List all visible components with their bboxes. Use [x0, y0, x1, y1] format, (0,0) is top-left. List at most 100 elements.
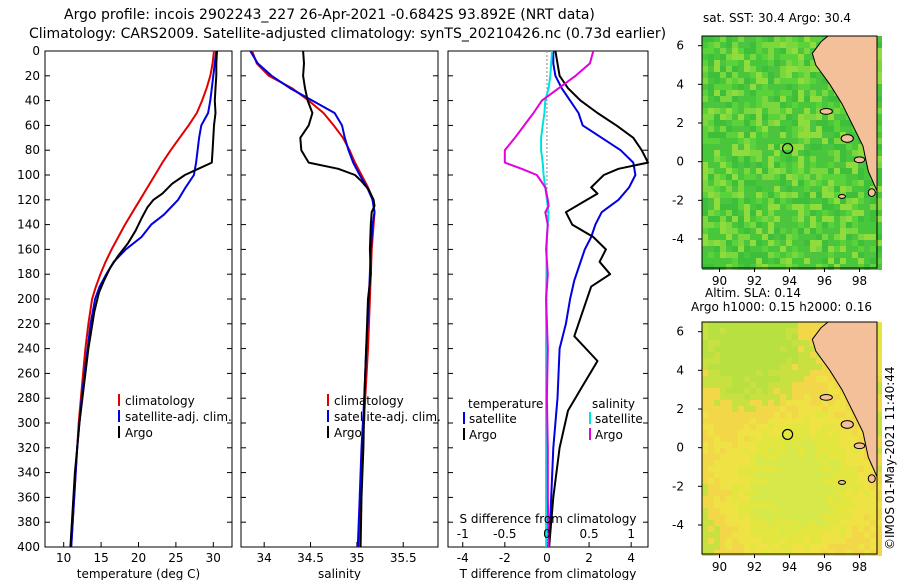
sla-map-cell	[780, 484, 786, 490]
sla-map-cell	[744, 460, 750, 466]
sla-map-cell	[732, 400, 738, 406]
sla-map-cell	[780, 454, 786, 460]
sst-map-cell	[756, 264, 762, 270]
sla-map-cell	[822, 538, 828, 544]
sla-map-cell	[810, 466, 816, 472]
sla-map-cell	[768, 448, 774, 454]
sst-map-cell	[750, 234, 756, 240]
sla-map-cell	[750, 508, 756, 514]
sst-map-cell	[714, 192, 720, 198]
sst-map-cell	[726, 60, 732, 66]
sst-map-cell	[750, 84, 756, 90]
sla-map-cell	[810, 358, 816, 364]
sla-map-cell	[744, 376, 750, 382]
sst-map-cell	[810, 150, 816, 156]
sst-map-cell	[702, 54, 708, 60]
sla-map-cell	[786, 466, 792, 472]
sst-map-cell	[816, 258, 822, 264]
sst-map-cell	[858, 150, 864, 156]
sst-map-cell	[834, 258, 840, 264]
sst-map-cell	[786, 252, 792, 258]
sst-map-cell	[756, 36, 762, 42]
sst-map-cell	[756, 150, 762, 156]
sla-map-cell	[876, 514, 882, 520]
sla-map-cell	[762, 520, 768, 526]
sla-map-cell	[846, 544, 852, 550]
sst-map-cell	[810, 84, 816, 90]
sla-map-cell	[774, 406, 780, 412]
sst-map-cell	[786, 72, 792, 78]
sla-map-cell	[732, 466, 738, 472]
salinity-diff-axis-label: S difference from climatology	[460, 512, 637, 526]
sst-map-cell	[828, 156, 834, 162]
sla-map-cell	[810, 442, 816, 448]
sst-map-cell	[792, 138, 798, 144]
sla-map-cell	[750, 364, 756, 370]
sst-map-cell	[732, 156, 738, 162]
sst-map-cell	[834, 198, 840, 204]
sst-map-cell	[792, 102, 798, 108]
sla-map-cell	[720, 496, 726, 502]
sla-map-cell	[780, 376, 786, 382]
sla-map-cell	[804, 460, 810, 466]
sla-map-cell	[708, 514, 714, 520]
sst-map-cell	[786, 66, 792, 72]
sla-map-cell	[828, 478, 834, 484]
sla-map-cell	[762, 514, 768, 520]
sla-map-cell	[714, 346, 720, 352]
sla-map-x-tick-label: 94	[782, 560, 797, 574]
sst-map-cell	[744, 234, 750, 240]
sst-map-cell	[720, 192, 726, 198]
sla-map-cell	[768, 466, 774, 472]
sla-map-cell	[852, 484, 858, 490]
sla-map-cell	[702, 346, 708, 352]
sla-map-cell	[810, 334, 816, 340]
sst-map-cell	[768, 264, 774, 270]
sst-map-cell	[840, 210, 846, 216]
sla-map-cell	[756, 460, 762, 466]
sst-map-cell	[774, 96, 780, 102]
sst-map-cell	[768, 72, 774, 78]
sst-map-cell	[864, 180, 870, 186]
sst-map-cell	[708, 96, 714, 102]
sla-map-cell	[750, 466, 756, 472]
sst-map-cell	[750, 72, 756, 78]
sla-map-cell	[816, 442, 822, 448]
sst-map-cell	[798, 60, 804, 66]
difference-series-t-argo	[548, 50, 649, 548]
sla-map-cell	[762, 508, 768, 514]
sst-map-cell	[864, 192, 870, 198]
sla-map-cell	[744, 538, 750, 544]
sst-map-cell	[756, 198, 762, 204]
sst-map-cell	[870, 198, 876, 204]
sst-map-cell	[822, 186, 828, 192]
sst-map-cell	[792, 252, 798, 258]
sst-map-cell	[792, 258, 798, 264]
sst-map-cell	[810, 48, 816, 54]
sst-map-cell	[732, 174, 738, 180]
sst-map-cell	[756, 48, 762, 54]
sst-map-cell	[810, 198, 816, 204]
sla-map-cell	[744, 550, 750, 556]
sla-map-cell	[858, 430, 864, 436]
sst-map-cell	[708, 66, 714, 72]
sla-map-cell	[762, 364, 768, 370]
sla-map-cell	[714, 520, 720, 526]
sst-map-cell	[822, 90, 828, 96]
sst-map-cell	[732, 210, 738, 216]
sst-map-cell	[774, 228, 780, 234]
sst-map-cell	[870, 240, 876, 246]
sst-map-cell	[804, 144, 810, 150]
sst-map-cell	[840, 186, 846, 192]
sla-map-cell	[738, 550, 744, 556]
sla-map-cell	[714, 466, 720, 472]
sst-map-cell	[714, 54, 720, 60]
sla-map-cell	[756, 454, 762, 460]
sst-map-cell	[786, 84, 792, 90]
sst-map-cell	[876, 228, 882, 234]
sst-map-cell	[768, 192, 774, 198]
sla-map-cell	[786, 550, 792, 556]
sla-map-cell	[750, 520, 756, 526]
sst-map-cell	[774, 156, 780, 162]
sla-map-cell	[810, 346, 816, 352]
